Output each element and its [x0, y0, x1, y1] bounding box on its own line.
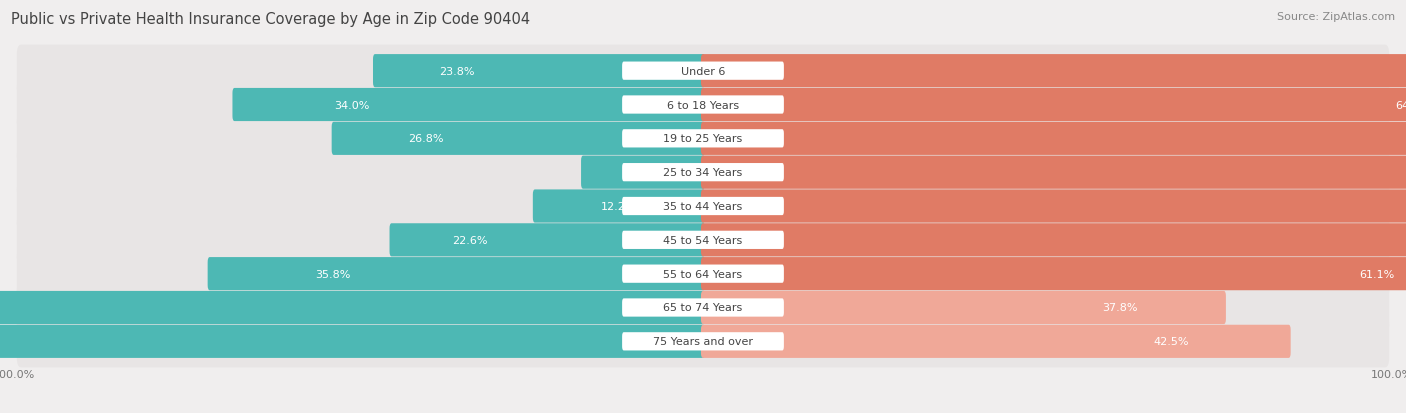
Text: 25 to 34 Years: 25 to 34 Years: [664, 168, 742, 178]
Text: 26.8%: 26.8%: [408, 134, 444, 144]
FancyBboxPatch shape: [621, 332, 785, 351]
FancyBboxPatch shape: [17, 282, 1389, 334]
FancyBboxPatch shape: [621, 164, 785, 182]
FancyBboxPatch shape: [621, 130, 785, 148]
Text: Public vs Private Health Insurance Coverage by Age in Zip Code 90404: Public vs Private Health Insurance Cover…: [11, 12, 530, 27]
Text: 75 Years and over: 75 Years and over: [652, 337, 754, 347]
FancyBboxPatch shape: [17, 214, 1389, 266]
FancyBboxPatch shape: [533, 190, 704, 223]
FancyBboxPatch shape: [621, 231, 785, 249]
FancyBboxPatch shape: [702, 291, 1226, 324]
Text: 35.8%: 35.8%: [315, 269, 350, 279]
Text: 34.0%: 34.0%: [335, 100, 370, 110]
Text: 23.8%: 23.8%: [439, 66, 475, 76]
FancyBboxPatch shape: [702, 156, 1406, 189]
FancyBboxPatch shape: [702, 224, 1406, 257]
Text: 61.1%: 61.1%: [1358, 269, 1395, 279]
FancyBboxPatch shape: [17, 147, 1389, 199]
Text: 37.8%: 37.8%: [1102, 303, 1137, 313]
Text: Under 6: Under 6: [681, 66, 725, 76]
FancyBboxPatch shape: [621, 299, 785, 317]
FancyBboxPatch shape: [17, 45, 1389, 97]
FancyBboxPatch shape: [702, 325, 1291, 358]
Text: 22.6%: 22.6%: [451, 235, 488, 245]
FancyBboxPatch shape: [581, 156, 704, 189]
FancyBboxPatch shape: [702, 257, 1406, 290]
FancyBboxPatch shape: [621, 96, 785, 114]
FancyBboxPatch shape: [0, 325, 704, 358]
FancyBboxPatch shape: [17, 79, 1389, 131]
Text: 12.2%: 12.2%: [602, 202, 637, 211]
Text: 35 to 44 Years: 35 to 44 Years: [664, 202, 742, 211]
FancyBboxPatch shape: [702, 123, 1406, 156]
FancyBboxPatch shape: [621, 62, 785, 81]
FancyBboxPatch shape: [373, 55, 704, 88]
FancyBboxPatch shape: [17, 248, 1389, 300]
FancyBboxPatch shape: [332, 123, 704, 156]
FancyBboxPatch shape: [17, 316, 1389, 368]
FancyBboxPatch shape: [0, 291, 704, 324]
FancyBboxPatch shape: [389, 224, 704, 257]
Text: 8.7%: 8.7%: [628, 168, 658, 178]
Text: Source: ZipAtlas.com: Source: ZipAtlas.com: [1277, 12, 1395, 22]
Text: 45 to 54 Years: 45 to 54 Years: [664, 235, 742, 245]
FancyBboxPatch shape: [17, 180, 1389, 233]
FancyBboxPatch shape: [621, 197, 785, 216]
FancyBboxPatch shape: [17, 113, 1389, 165]
Text: 65 to 74 Years: 65 to 74 Years: [664, 303, 742, 313]
Text: 6 to 18 Years: 6 to 18 Years: [666, 100, 740, 110]
FancyBboxPatch shape: [702, 55, 1406, 88]
FancyBboxPatch shape: [621, 265, 785, 283]
FancyBboxPatch shape: [702, 89, 1406, 122]
Text: 55 to 64 Years: 55 to 64 Years: [664, 269, 742, 279]
FancyBboxPatch shape: [702, 190, 1406, 223]
FancyBboxPatch shape: [232, 89, 704, 122]
Text: 19 to 25 Years: 19 to 25 Years: [664, 134, 742, 144]
Text: 42.5%: 42.5%: [1154, 337, 1189, 347]
FancyBboxPatch shape: [208, 257, 704, 290]
Text: 64.4%: 64.4%: [1395, 100, 1406, 110]
